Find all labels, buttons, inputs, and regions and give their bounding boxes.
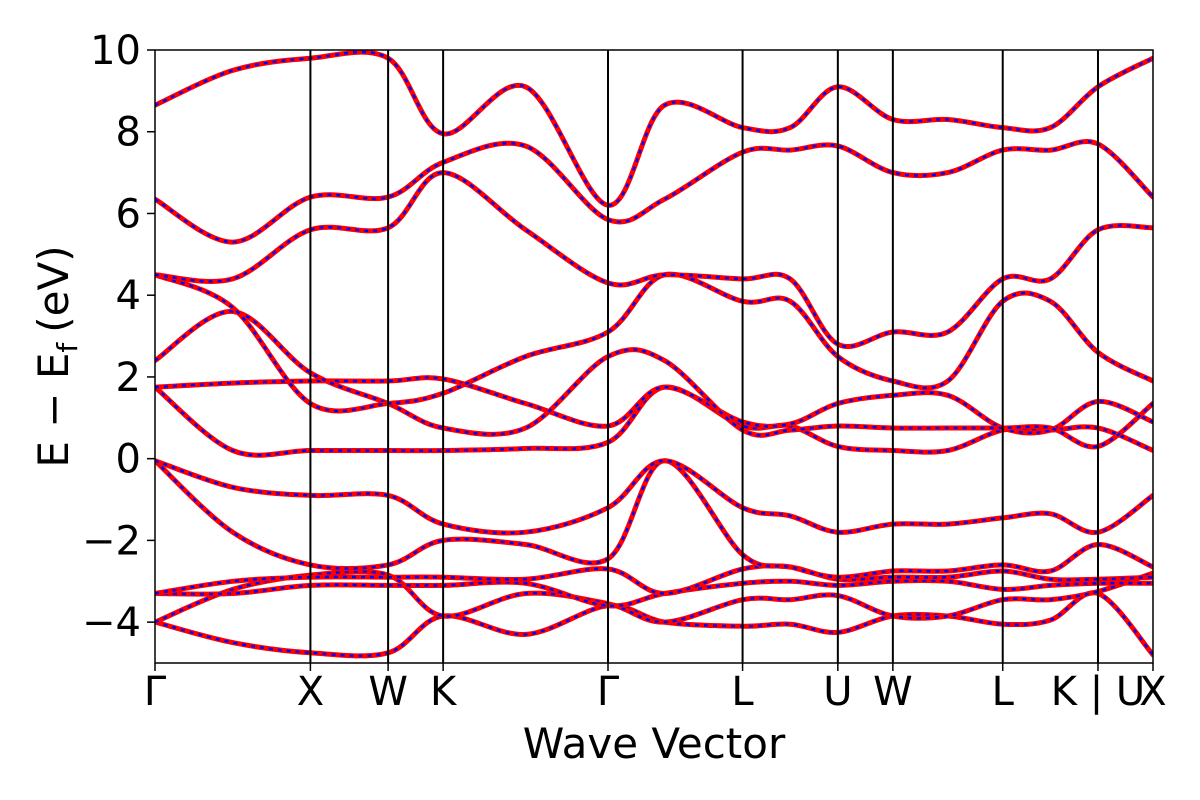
y-tick-label: 8 xyxy=(116,110,141,156)
band-11-dashed-line xyxy=(155,171,1153,348)
band-2-dashed-line xyxy=(155,570,1153,624)
x-tick-label: X xyxy=(297,669,324,715)
y-tick-label: 4 xyxy=(116,273,141,319)
x-tick-label: K xyxy=(430,669,458,715)
x-tick-label: K | U xyxy=(1051,669,1145,715)
x-tick-label: Γ xyxy=(597,669,620,715)
y-axis: 10 8 6 4 2 0 −2 −4 xyxy=(82,28,155,646)
y-tick-label: 0 xyxy=(116,437,141,483)
band-6-line xyxy=(155,458,1153,536)
y-tick-label: 10 xyxy=(90,28,141,74)
x-tick-label: U xyxy=(823,669,852,715)
y-tick-label: 2 xyxy=(116,355,141,401)
x-axis-title: Wave Vector xyxy=(523,719,786,768)
k-point-separators xyxy=(309,50,1099,663)
x-tick-label: X xyxy=(1139,669,1166,715)
y-axis-title-main: E − E xyxy=(29,353,78,468)
band-10-dashed-line xyxy=(155,272,1153,413)
band-4-dashed-line xyxy=(155,564,1153,595)
y-tick-label: −4 xyxy=(82,600,141,646)
band-1-dashed-line xyxy=(155,591,1153,658)
x-tick-label: W xyxy=(873,669,913,715)
y-tick-label: −2 xyxy=(82,518,141,564)
plot-frame xyxy=(154,49,1154,664)
x-tick-label: Γ xyxy=(144,669,167,715)
band-12-dashed-line xyxy=(155,140,1153,244)
band-5-dashed-line xyxy=(155,459,1153,579)
y-tick-label: 6 xyxy=(116,191,141,237)
y-axis-title-subscript: f xyxy=(51,342,84,353)
y-axis-title: E − Ef (eV) xyxy=(29,245,84,467)
band-3-dashed-line xyxy=(155,579,1153,608)
x-tick-label: L xyxy=(731,669,754,715)
x-tick-label: L xyxy=(992,669,1015,715)
band-9-line xyxy=(155,309,1153,450)
y-axis-title-unit: (eV) xyxy=(29,245,78,332)
x-tick-label: W xyxy=(368,669,408,715)
